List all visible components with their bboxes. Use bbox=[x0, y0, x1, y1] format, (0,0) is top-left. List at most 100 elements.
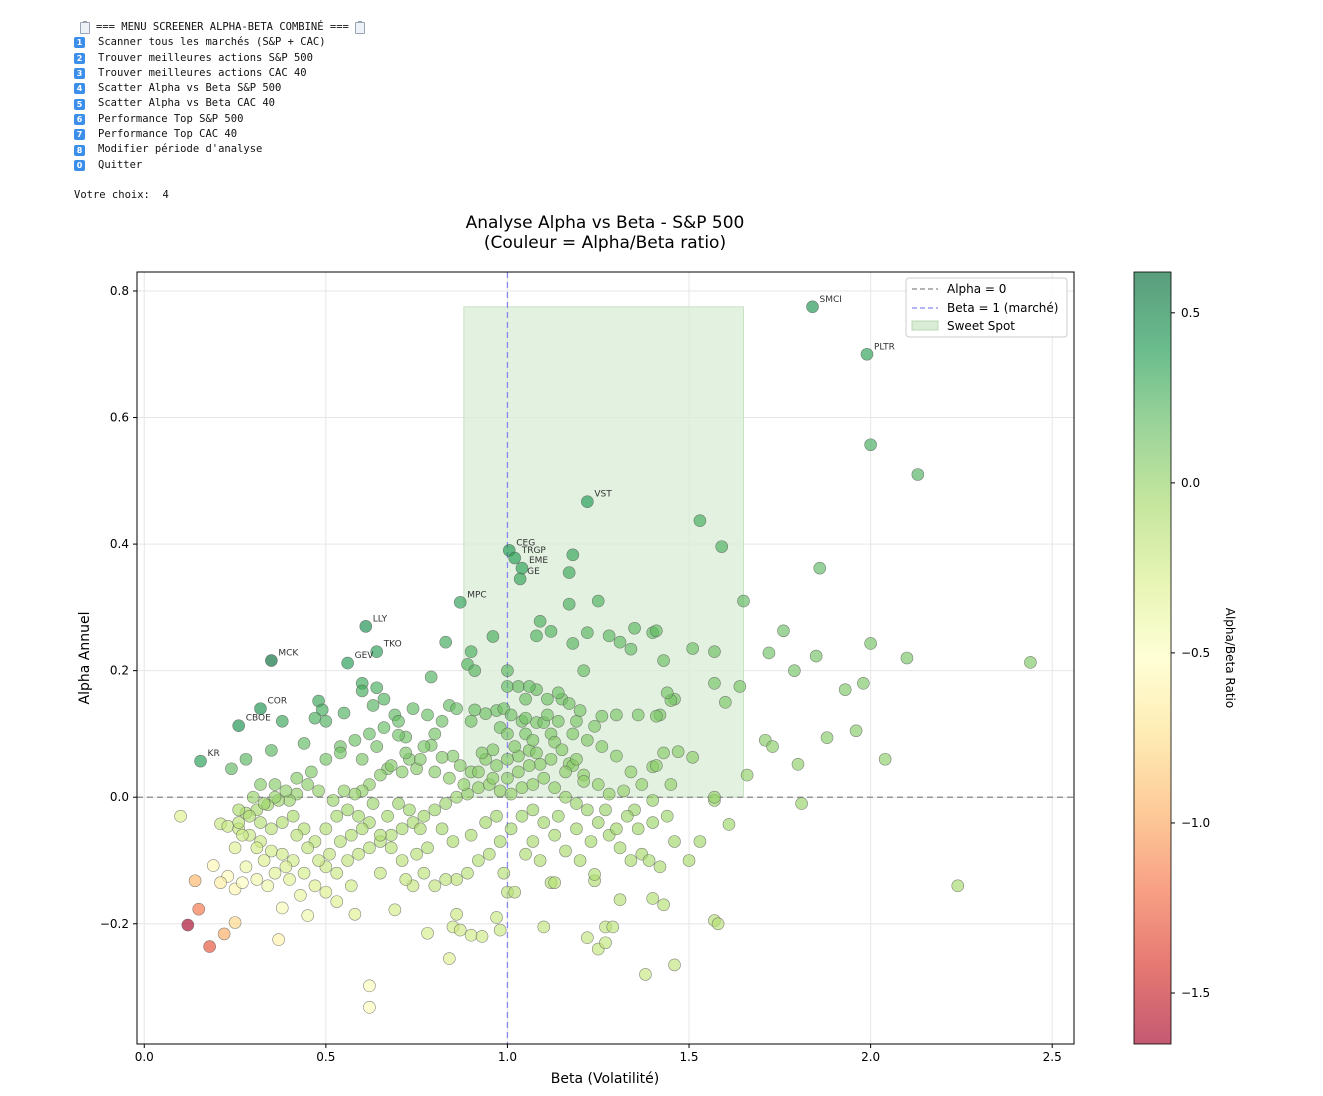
menu-item-8: 8 Modifier période d'analyse bbox=[74, 142, 371, 157]
data-point bbox=[715, 540, 729, 553]
data-point bbox=[243, 809, 256, 823]
data-point bbox=[348, 907, 362, 921]
data-point bbox=[370, 681, 383, 695]
data-point bbox=[257, 854, 271, 867]
data-point bbox=[668, 958, 681, 972]
x-axis-label: Beta (Volatilité) bbox=[551, 1071, 659, 1087]
point-label-tko: TKO bbox=[383, 640, 402, 650]
menu-item-3: 3 Trouver meilleures actions CAC 40 bbox=[74, 66, 371, 81]
data-point bbox=[348, 787, 362, 801]
data-point bbox=[668, 835, 681, 848]
menu-item-4: 4 Scatter Alpha vs Beta S&P 500 bbox=[74, 81, 371, 96]
data-point bbox=[294, 888, 307, 902]
data-point bbox=[522, 680, 536, 693]
data-point bbox=[610, 708, 623, 722]
data-point bbox=[650, 709, 663, 723]
data-point bbox=[399, 873, 413, 886]
data-point bbox=[377, 721, 391, 734]
data-point bbox=[577, 664, 591, 677]
data-point bbox=[337, 706, 351, 720]
data-point bbox=[624, 854, 638, 867]
data-point bbox=[631, 822, 645, 836]
data-point bbox=[559, 765, 572, 779]
data-point bbox=[283, 873, 296, 886]
data-point bbox=[551, 714, 565, 728]
data-point bbox=[392, 714, 405, 728]
data-point bbox=[315, 703, 329, 717]
data-point bbox=[602, 787, 616, 801]
data-point bbox=[595, 740, 609, 753]
data-point bbox=[482, 847, 496, 861]
data-point bbox=[355, 822, 369, 836]
data-point bbox=[275, 714, 289, 728]
data-point bbox=[526, 733, 540, 747]
data-point bbox=[312, 854, 325, 867]
data-point bbox=[268, 790, 282, 804]
menu-item-label: Performance Top S&P 500 bbox=[98, 112, 244, 125]
data-point bbox=[236, 828, 249, 842]
x-tick-label: 0.5 bbox=[316, 1050, 335, 1064]
plot-frame bbox=[136, 271, 1075, 1045]
legend-beta-one: Beta = 1 (marché) bbox=[947, 301, 1058, 315]
data-point bbox=[428, 803, 442, 817]
data-point-lly bbox=[359, 620, 373, 633]
data-point bbox=[268, 866, 282, 880]
point-label-trgp: TRGP bbox=[521, 546, 547, 556]
data-point bbox=[548, 781, 561, 795]
data-point bbox=[650, 759, 663, 772]
data-point bbox=[566, 637, 580, 650]
data-point bbox=[254, 778, 267, 791]
data-point bbox=[275, 847, 289, 861]
data-point bbox=[410, 847, 423, 861]
data-point bbox=[236, 876, 249, 889]
data-point bbox=[537, 816, 551, 829]
point-label-ceg: CEG bbox=[516, 538, 535, 548]
data-point bbox=[537, 920, 551, 934]
y-tick-label: 0.4 bbox=[110, 537, 129, 551]
data-point bbox=[424, 670, 438, 684]
data-point bbox=[279, 860, 293, 874]
menu-item-6: 6 Performance Top S&P 500 bbox=[74, 112, 371, 127]
menu-item-5: 5 Scatter Alpha vs Beta CAC 40 bbox=[74, 96, 371, 111]
data-point bbox=[951, 879, 965, 893]
data-point bbox=[464, 828, 478, 842]
data-point bbox=[239, 860, 253, 874]
point-label-kr: KR bbox=[208, 749, 220, 759]
data-point bbox=[479, 816, 492, 829]
data-point bbox=[602, 629, 616, 643]
data-point bbox=[584, 835, 598, 848]
data-point bbox=[610, 749, 623, 763]
data-point bbox=[388, 903, 402, 917]
keycap-7-icon: 7 bbox=[74, 129, 85, 141]
data-point bbox=[555, 743, 569, 757]
data-point bbox=[421, 926, 434, 940]
point-label-gev: GEV bbox=[355, 651, 375, 661]
data-point bbox=[606, 920, 620, 934]
data-point bbox=[526, 778, 540, 791]
y-tick-label: 0.8 bbox=[110, 284, 129, 298]
data-point bbox=[711, 917, 725, 931]
data-point bbox=[620, 809, 634, 823]
data-point-gev bbox=[341, 656, 354, 670]
data-point bbox=[206, 859, 220, 872]
data-point bbox=[392, 728, 405, 742]
data-point bbox=[439, 797, 453, 810]
data-point bbox=[348, 733, 362, 747]
data-point bbox=[395, 854, 409, 867]
data-point bbox=[548, 876, 561, 889]
data-point bbox=[374, 866, 387, 880]
data-point bbox=[490, 911, 503, 924]
data-point bbox=[708, 790, 721, 804]
data-point bbox=[646, 794, 660, 807]
keycap-2-icon: 2 bbox=[74, 52, 85, 64]
data-point bbox=[337, 784, 351, 798]
data-point bbox=[443, 952, 456, 965]
data-point bbox=[599, 803, 612, 817]
keycap-8-icon: 8 bbox=[74, 144, 85, 156]
data-point bbox=[530, 629, 543, 643]
data-point bbox=[275, 901, 289, 915]
data-point bbox=[384, 841, 398, 855]
data-point bbox=[334, 746, 347, 760]
data-point bbox=[341, 854, 354, 867]
